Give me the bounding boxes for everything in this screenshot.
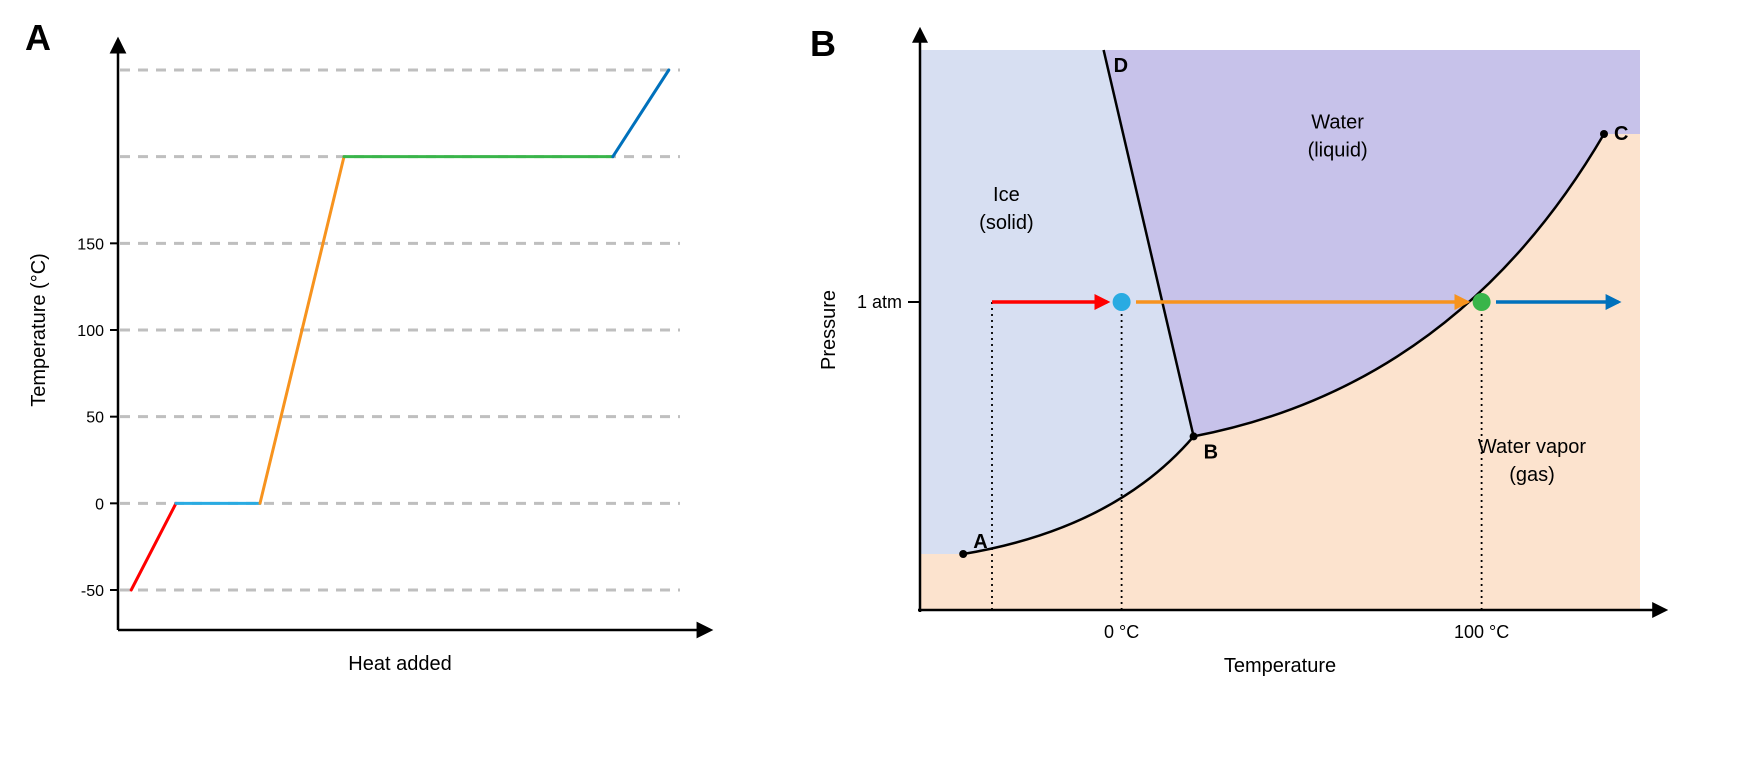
label-gas: (gas) [1509,464,1555,486]
heating-curve-segment [613,70,669,157]
panel-letter-b: B [810,23,836,64]
y-tick-label: -50 [81,583,104,600]
y-tick-label: 100 [77,323,104,340]
phase-dot [1473,293,1491,311]
x-tick-label: 0 °C [1104,622,1139,642]
label-solid: (solid) [979,212,1033,234]
y-tick-label: 50 [86,410,104,427]
y-marker-label: 1 atm [857,292,902,312]
panel-b: A B C D Ice (solid) Water (liquid) Water vapor (g… [810,23,1665,677]
label-water: Water [1311,111,1364,133]
point-label-b: B [1204,441,1218,463]
label-ice: Ice [993,184,1020,206]
point-c [1600,130,1608,138]
label-vapor: Water vapor [1478,436,1587,458]
figure-container: -50050100150Temperature (°C)Heat addedAA… [0,0,1762,768]
y-tick-label: 150 [77,236,104,253]
point-b [1190,432,1198,440]
phase-dot [1113,293,1131,311]
point-label-a: A [973,531,987,553]
x-axis-label: Heat added [348,653,451,675]
y-axis-label: Pressure [818,290,840,370]
panel-a: -50 0 50 100 150 Temperature (°C) Heat added A [25,17,710,675]
heating-curve-segment [131,503,176,590]
point-label-c: C [1614,123,1628,145]
x-tick-label: 100 °C [1454,622,1509,642]
x-axis-label: Temperature [1224,655,1336,677]
panel-letter-a: A [25,17,51,58]
label-liquid: (liquid) [1308,139,1368,161]
point-label-d: D [1114,55,1128,77]
y-tick-label: 0 [95,496,104,513]
y-axis-label: Temperature (°C) [28,253,50,407]
point-a [959,550,967,558]
